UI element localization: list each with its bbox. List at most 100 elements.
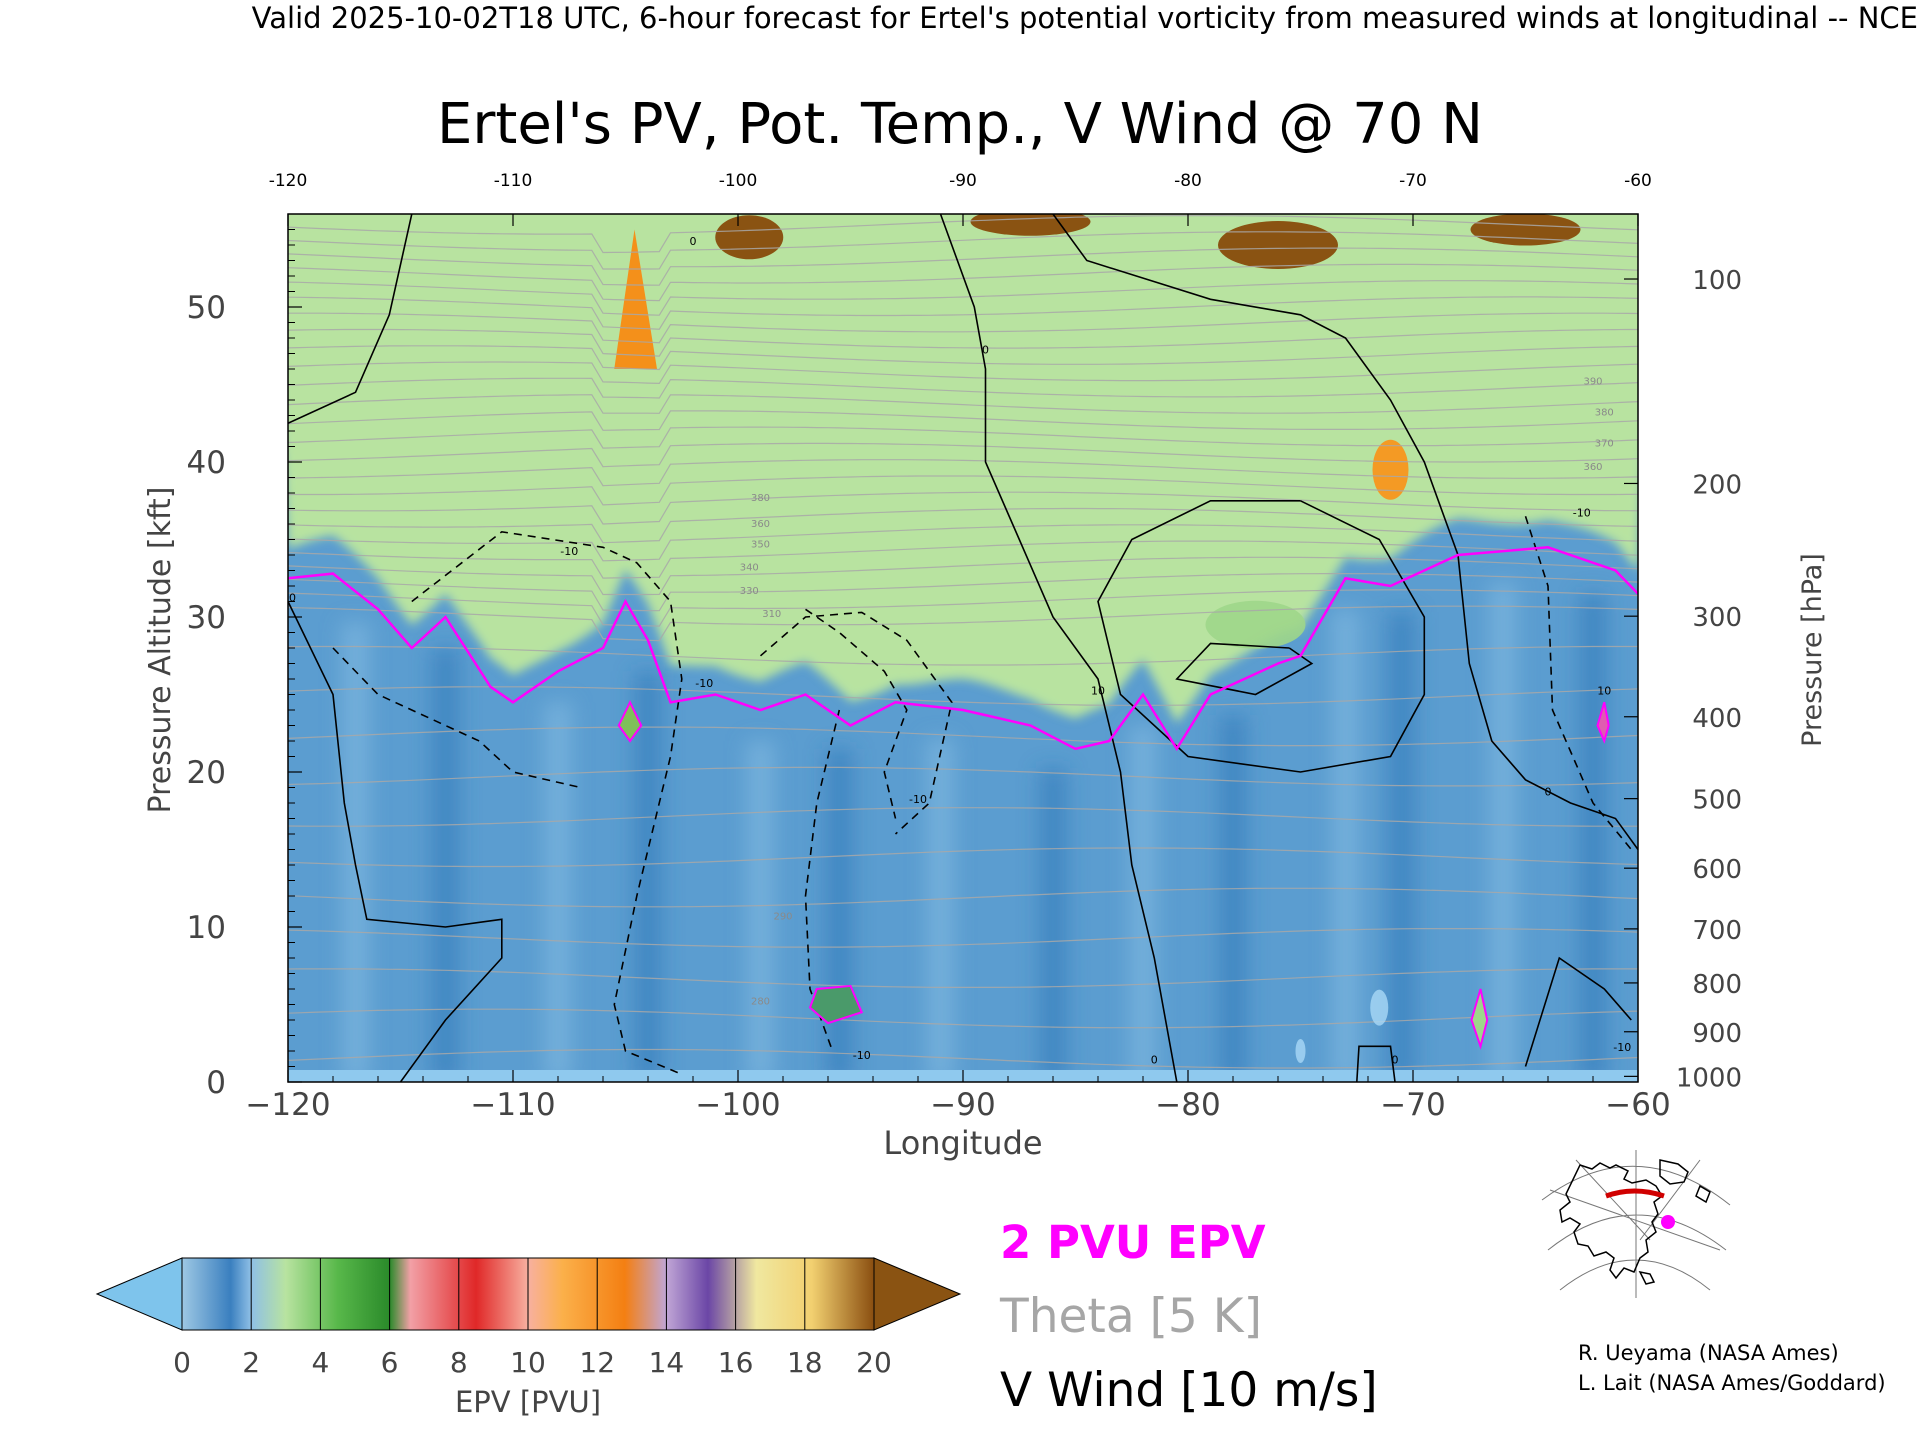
theta-contour bbox=[288, 556, 1638, 596]
v-wind-negative-contour bbox=[1524, 516, 1632, 851]
troposphere-streak bbox=[341, 622, 370, 1082]
theta-label: 330 bbox=[740, 586, 759, 597]
theta-contour bbox=[288, 231, 1638, 270]
x-tick-label-top: -70 bbox=[1399, 171, 1427, 191]
light-blue-patch bbox=[1370, 989, 1389, 1026]
theta-contour bbox=[288, 766, 1638, 787]
pressure-tick-label: 400 bbox=[1692, 704, 1742, 734]
locator-point-marker bbox=[1661, 1215, 1675, 1229]
v-wind-zero-contour bbox=[1356, 1045, 1396, 1082]
theta-contour bbox=[288, 645, 1638, 666]
y-axis-label-left: Pressure Altitude [kft] bbox=[143, 487, 178, 814]
v-wind-negative-contour bbox=[332, 647, 581, 789]
v-wind-negative-contour bbox=[804, 709, 841, 1052]
x-tick-label: −70 bbox=[1380, 1087, 1445, 1123]
pv-anomalies bbox=[617, 699, 1610, 1063]
x-tick-label: −80 bbox=[1155, 1087, 1220, 1123]
theta-contour bbox=[288, 345, 1638, 371]
theta-contour bbox=[288, 726, 1638, 747]
theta-contour bbox=[288, 475, 1638, 506]
pv-brown-cap bbox=[1218, 221, 1338, 269]
v-wind-label: -10 bbox=[1613, 1041, 1631, 1054]
v-wind-label: 0 bbox=[690, 235, 697, 248]
theta-label: 380 bbox=[751, 493, 770, 504]
colorbar-tick-label: 18 bbox=[787, 1346, 823, 1379]
v-wind-contours bbox=[288, 214, 1638, 1082]
x-tick-label-top: -90 bbox=[949, 171, 977, 191]
troposphere-texture bbox=[341, 582, 1607, 1082]
v-wind-label: 0 bbox=[982, 344, 989, 357]
legend-theta-label: Theta [5 K] bbox=[999, 1289, 1262, 1344]
theta-contour bbox=[288, 1008, 1638, 1029]
x-tick-label: −120 bbox=[245, 1087, 330, 1123]
v-wind-positive-contour bbox=[1524, 956, 1632, 1067]
plot-area: 380 360 350 340 330 310 290 280 390 380 370 360 0 0 0 0… bbox=[288, 214, 1638, 1082]
theta-contour bbox=[288, 605, 1638, 642]
theta-contour bbox=[288, 328, 1638, 357]
x-tick-label: −100 bbox=[695, 1087, 780, 1123]
pressure-tick-label: 500 bbox=[1692, 786, 1742, 816]
header-text: Valid 2025-10-02T18 UTC, 6-hour forecast… bbox=[252, 1, 1918, 35]
credit-line: L. Lait (NASA Ames/Goddard) bbox=[1578, 1371, 1886, 1395]
credit-line: R. Ueyama (NASA Ames) bbox=[1578, 1341, 1839, 1365]
pv-brown-cap bbox=[715, 215, 784, 260]
y-tick-label: 50 bbox=[187, 290, 226, 326]
v-wind-zero-contour bbox=[288, 601, 503, 1082]
theta-contour bbox=[288, 1048, 1638, 1069]
credits: R. Ueyama (NASA Ames) L. Lait (NASA Ames… bbox=[1578, 1338, 1886, 1398]
colorbar-tick-label: 20 bbox=[856, 1346, 892, 1379]
y-tick-label: 10 bbox=[187, 910, 226, 946]
pv-anomaly bbox=[1596, 701, 1610, 744]
v-wind-label: -10 bbox=[853, 1049, 871, 1062]
colorbar-tick-label: 14 bbox=[649, 1346, 685, 1379]
y-axis-label-right: Pressure [hPa] bbox=[1797, 553, 1828, 747]
theta-contour bbox=[288, 686, 1638, 706]
pressure-tick-label: 100 bbox=[1692, 266, 1742, 296]
troposphere-streak bbox=[1489, 582, 1517, 1082]
pv-brown-cap bbox=[970, 214, 1091, 236]
x-tick-label-top: -100 bbox=[719, 171, 758, 191]
troposphere-streak bbox=[1387, 611, 1416, 1082]
colorbar-under-triangle bbox=[95, 1257, 183, 1331]
theta-contour bbox=[288, 928, 1638, 948]
v-wind-positive-contour bbox=[1097, 500, 1426, 773]
theta-contour bbox=[288, 263, 1638, 302]
y-tick-label: 30 bbox=[187, 600, 226, 636]
x-tick-label: −90 bbox=[930, 1087, 995, 1123]
pv-anomaly bbox=[808, 984, 864, 1025]
pressure-tick-label: 200 bbox=[1692, 470, 1742, 500]
theta-contour bbox=[288, 540, 1638, 579]
theta-label: 280 bbox=[751, 997, 770, 1008]
y-tick-label: 20 bbox=[187, 755, 226, 791]
v-wind-label: 0 bbox=[289, 592, 296, 605]
legend: 2 PVU EPV Theta [5 K] V Wind [10 m/s] bbox=[999, 1216, 1378, 1418]
theta-contour bbox=[288, 847, 1638, 868]
x-tick-label: −60 bbox=[1605, 1087, 1670, 1123]
v-wind-positive-contour bbox=[1175, 642, 1314, 696]
colorbar-tick-label: 0 bbox=[173, 1346, 191, 1379]
colorbar-ticks: 0 2 4 6 8 10 12 14 16 18 20 bbox=[173, 1258, 892, 1379]
v-wind-label: 0 bbox=[1392, 1053, 1399, 1066]
troposphere-streak bbox=[1039, 768, 1067, 1082]
theta-label: 350 bbox=[751, 539, 770, 550]
colorbar-tick-label: 12 bbox=[579, 1346, 615, 1379]
theta-label: 290 bbox=[773, 911, 792, 922]
troposphere-streak bbox=[544, 702, 572, 1082]
theta-label: 380 bbox=[1595, 408, 1614, 419]
theta-label: 370 bbox=[1595, 439, 1614, 450]
v-wind-label: -10 bbox=[695, 677, 713, 690]
troposphere-streak bbox=[1129, 725, 1157, 1082]
pressure-tick-label: 600 bbox=[1692, 855, 1742, 885]
v-wind-label: 10 bbox=[1597, 685, 1611, 698]
theta-contour bbox=[288, 410, 1638, 431]
v-wind-zero-contour bbox=[939, 214, 1178, 1082]
pressure-tick-label: 300 bbox=[1692, 603, 1742, 633]
troposphere-streak bbox=[746, 741, 775, 1082]
theta-contours bbox=[288, 215, 1638, 1069]
x-axis-label: Longitude bbox=[883, 1124, 1042, 1162]
theta-contour bbox=[288, 459, 1638, 487]
theta-label: 340 bbox=[740, 563, 759, 574]
theta-contour bbox=[288, 524, 1638, 562]
contour-labels: 380 360 350 340 330 310 290 280 390 380 370 360 0 0 0 0… bbox=[289, 235, 1631, 1066]
